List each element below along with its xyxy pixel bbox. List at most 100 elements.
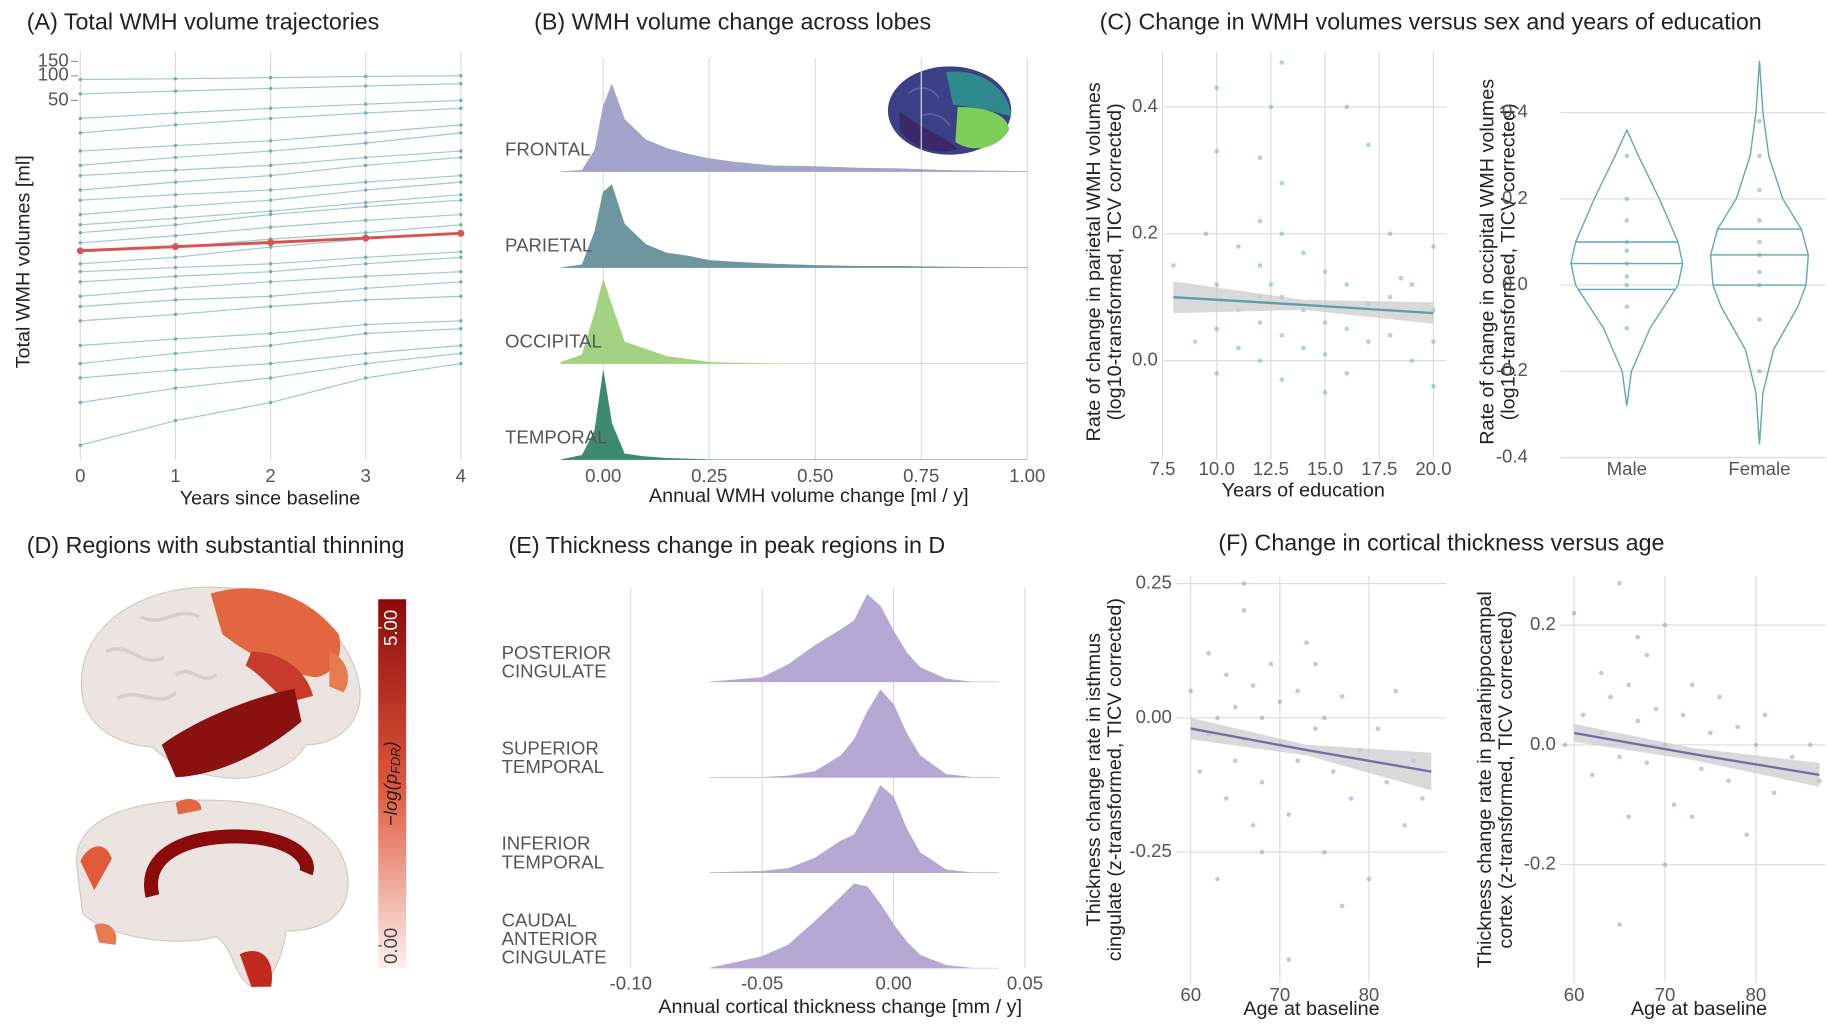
- trajectory-point: [173, 368, 178, 372]
- x-tick-label: Male: [1607, 458, 1647, 479]
- point: [1789, 754, 1795, 760]
- trajectory-point: [363, 255, 368, 260]
- trajectory-point: [459, 106, 463, 111]
- colorbar: [378, 599, 407, 969]
- trajectory-point: [459, 123, 463, 127]
- panel-title: (E) Thickness change in peak regions in …: [509, 532, 946, 558]
- ridge-label: CINGULATE: [502, 661, 607, 682]
- violin-point: [1624, 218, 1630, 223]
- point: [1206, 651, 1211, 656]
- point: [1279, 231, 1285, 237]
- trajectory-point: [459, 319, 463, 323]
- trajectory-point: [173, 155, 178, 160]
- trajectory-point: [78, 319, 83, 323]
- trajectory-point: [268, 400, 273, 405]
- trajectory-point: [459, 343, 463, 348]
- y-tick-label: 0.2: [1502, 187, 1528, 208]
- y-tick-label: 100: [38, 64, 69, 85]
- x-tick-label: 1.00: [1009, 465, 1045, 486]
- trajectory-point: [459, 155, 463, 160]
- panel-title: (A) Total WMH volume trajectories: [27, 8, 380, 34]
- point: [1214, 326, 1220, 332]
- point: [1366, 876, 1372, 882]
- ridge-label: CINGULATE: [502, 947, 607, 968]
- violin-point: [1757, 368, 1762, 374]
- y-tick-label: 0.0: [1502, 273, 1528, 294]
- trajectory-point: [363, 331, 368, 336]
- y-tick-label: 0.4: [1132, 95, 1158, 116]
- trajectory-point: [78, 116, 83, 121]
- x-axis-label: Annual WMH volume change [ml / y]: [649, 485, 969, 507]
- point: [1671, 802, 1677, 808]
- y-axis-label: cingulate (z-transformed, TICV corrected…: [1104, 598, 1126, 961]
- point: [1562, 742, 1568, 748]
- y-tick-label: 0.2: [1132, 222, 1158, 243]
- trajectory-point: [363, 351, 368, 356]
- point: [1295, 758, 1300, 764]
- point: [1301, 250, 1306, 256]
- point: [1589, 772, 1595, 778]
- trajectory-point: [268, 173, 273, 178]
- x-tick-label: 3: [361, 465, 371, 486]
- panel-title: (D) Regions with substantial thinning: [27, 532, 405, 558]
- point: [1409, 282, 1415, 287]
- fit-band: [1173, 281, 1434, 324]
- point: [1268, 282, 1274, 287]
- x-tick-label: 10.0: [1199, 458, 1235, 479]
- point: [1241, 581, 1247, 586]
- trajectory-point: [173, 192, 178, 197]
- x-tick-label: 0.00: [585, 465, 621, 486]
- point: [1215, 715, 1220, 721]
- point: [1744, 832, 1750, 838]
- trajectory-point: [363, 322, 368, 327]
- point: [1322, 269, 1328, 275]
- trajectory-point: [268, 361, 273, 366]
- trajectory-point: [268, 209, 273, 213]
- trajectory-point: [78, 173, 83, 178]
- trajectory-point: [268, 343, 273, 348]
- point: [1257, 263, 1263, 268]
- colorbar-label-part: FDR: [388, 748, 403, 774]
- point: [1375, 726, 1381, 731]
- point: [1322, 352, 1328, 357]
- point: [1259, 849, 1265, 855]
- trajectory-point: [363, 286, 368, 291]
- point: [1617, 922, 1622, 927]
- fit-line: [1190, 727, 1432, 773]
- point: [1644, 760, 1650, 766]
- point: [1241, 608, 1247, 613]
- point: [1214, 85, 1220, 91]
- y-axis-label: (log10-transformed, TICV corrected): [1498, 103, 1520, 420]
- point: [1402, 822, 1407, 828]
- point: [1344, 326, 1350, 332]
- x-tick-label: 80: [1745, 984, 1766, 1005]
- trajectory-point: [363, 74, 368, 79]
- point: [1771, 790, 1777, 796]
- trajectory-point: [78, 212, 83, 217]
- point: [1762, 712, 1768, 718]
- point: [1286, 812, 1292, 817]
- brain-lateral: [80, 586, 361, 779]
- point: [1409, 358, 1415, 364]
- trajectory-point: [268, 75, 273, 80]
- colorbar-label-part: ): [380, 741, 401, 749]
- trajectory-point: [78, 149, 83, 153]
- point: [1171, 263, 1176, 268]
- point: [1689, 682, 1695, 688]
- trajectory-point: [78, 198, 83, 202]
- trajectory-point: [363, 218, 368, 223]
- point: [1330, 769, 1336, 774]
- trajectory-point: [268, 262, 273, 266]
- colorbar-label-part: −log(p: [380, 774, 401, 826]
- trajectory-point: [268, 269, 273, 274]
- y-tick-label: 0.4: [1502, 101, 1528, 122]
- point: [1188, 688, 1194, 694]
- trajectory-point: [363, 361, 368, 366]
- trajectory-point: [268, 163, 273, 168]
- trajectory-point: [78, 188, 83, 192]
- point: [1250, 822, 1256, 828]
- violin-point: [1757, 269, 1762, 275]
- mean-point: [362, 234, 370, 242]
- trajectory-point: [173, 143, 178, 148]
- ridge: [560, 83, 1028, 172]
